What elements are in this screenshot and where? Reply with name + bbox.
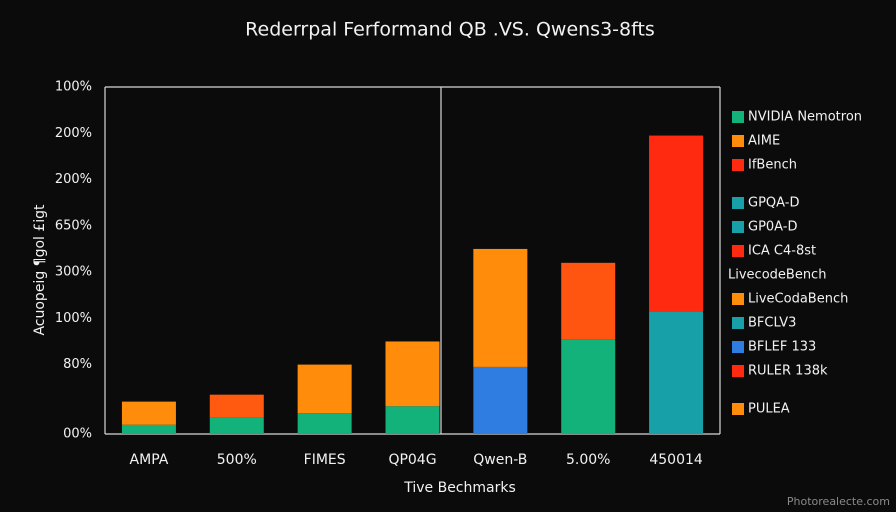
legend-swatch [732,197,744,209]
bar-segment [385,341,440,407]
bar-segment [473,366,528,434]
bar-segment [209,394,264,418]
legend-label: BFCLV3 [748,316,796,331]
bar-segment [121,424,176,434]
legend-swatch [732,403,744,415]
legend-label: PULEA [748,402,790,417]
bar-segment [297,413,352,434]
legend-swatch [732,365,744,377]
bar-segment [121,401,176,425]
legend-swatch [732,317,744,329]
x-tick-label: FIMES [304,452,346,468]
bar-segment [297,364,352,414]
bar-segment [649,135,704,312]
bar-segment [473,248,528,367]
legend-swatch [732,159,744,171]
legend-label: RULER 138k [748,364,828,379]
y-tick-label: 100% [55,80,92,95]
legend-label: BFLEF 133 [748,340,816,355]
legend-label: LiveCodaBench [748,292,848,307]
x-tick-label: Qwen-B [473,452,527,468]
legend-label: AIME [748,134,780,149]
bar-segment [561,262,616,340]
x-tick-label: 5.00% [566,452,610,468]
y-axis-label: Acuopeig ¶gol £igt [32,204,48,336]
legend-label: IfBench [748,158,797,173]
y-tick-label: 200% [55,126,92,141]
y-tick-label: 300% [55,265,92,280]
bar-segment [649,311,704,434]
legend-swatch [732,135,744,147]
y-tick-label: 650% [55,218,92,233]
legend-swatch [732,293,744,305]
legend-label: GP0A-D [748,220,798,235]
legend-swatch [732,245,744,257]
x-tick-label: 500% [217,452,257,468]
bar-segment [209,417,264,434]
legend-label: LivecodeBench [728,268,826,283]
bar-segment [385,406,440,434]
chart-title: Rederrpal Ferformand QB .VS. Qwens3-8fts [245,19,655,41]
y-tick-label: 100% [55,311,92,326]
x-axis-label: Tive Bechmarks [403,480,516,496]
legend-label: GPQA-D [748,196,799,211]
y-tick-label: 00% [63,427,92,442]
watermark: Photorealecte.com [787,495,890,508]
legend-label: ICA C4-8st [748,244,816,259]
legend-swatch [732,111,744,123]
x-tick-label: 450014 [649,452,703,468]
x-tick-label: AMPA [130,452,169,468]
legend-swatch [732,221,744,233]
bar-segment [561,339,616,434]
y-tick-label: 200% [55,172,92,187]
x-tick-label: QP04G [388,452,436,468]
legend-label: NVIDIA Nemotron [748,110,862,125]
legend-swatch [732,341,744,353]
y-tick-label: 80% [63,357,92,372]
